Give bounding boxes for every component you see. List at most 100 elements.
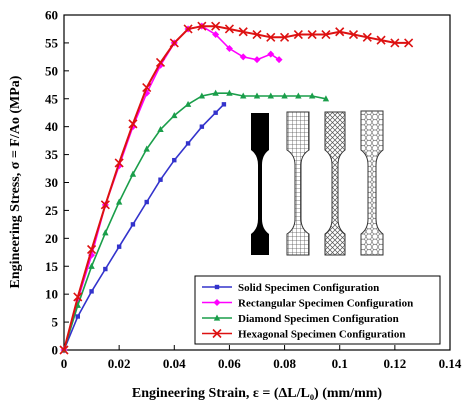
series-0 (61, 102, 227, 353)
data-point (221, 102, 227, 107)
data-point (348, 29, 359, 40)
data-point (157, 125, 164, 133)
x-axis-label: Engineering Strain, ε = (ΔL/L₀) (mm/mm) (132, 386, 382, 401)
data-point (198, 92, 206, 99)
data-point (144, 199, 149, 205)
series-3 (59, 21, 414, 355)
y-tick-label: 60 (45, 8, 58, 23)
x-tick-label: 0.1 (332, 356, 348, 371)
legend-marker (214, 284, 220, 290)
legend-marker (212, 328, 222, 339)
data-point (212, 89, 219, 96)
data-point (266, 32, 276, 42)
data-point (128, 119, 138, 129)
data-point (293, 29, 303, 40)
data-point (267, 92, 274, 99)
y-tick-label: 30 (45, 175, 58, 190)
data-point (253, 92, 261, 99)
data-point (404, 38, 414, 48)
data-point (280, 32, 290, 42)
data-point (238, 27, 248, 37)
solid-specimen (251, 113, 269, 255)
data-point (143, 145, 150, 152)
series-line (63, 92, 327, 351)
y-tick-label: 40 (45, 119, 58, 134)
data-point (211, 21, 221, 31)
y-tick-label: 35 (45, 147, 59, 162)
diamond-specimen (324, 111, 346, 256)
data-point (253, 56, 261, 64)
y-tick-label: 5 (52, 315, 59, 330)
series-2 (60, 89, 330, 353)
data-point (114, 158, 124, 168)
y-tick-label: 20 (45, 231, 58, 246)
legend-label: Diamond Specimen Configuration (238, 313, 399, 325)
legend-label: Hexagonal Specimen Configuration (238, 329, 405, 341)
specimen-inset (251, 110, 384, 256)
x-tick-label: 0 (61, 356, 68, 371)
data-point (115, 198, 123, 205)
data-point (275, 56, 283, 64)
data-point (89, 289, 94, 294)
data-point (362, 32, 372, 42)
data-point (87, 244, 97, 255)
data-series (59, 21, 414, 355)
y-tick-label: 55 (45, 35, 59, 50)
data-point (199, 124, 205, 129)
data-point (224, 24, 234, 34)
y-tick-label: 0 (52, 343, 59, 358)
data-point (390, 38, 400, 48)
data-point (252, 29, 262, 40)
data-point (184, 100, 192, 107)
y-tick-label: 10 (45, 287, 58, 302)
data-point (281, 92, 288, 99)
data-point (183, 24, 193, 34)
data-point (73, 292, 83, 302)
data-point (335, 27, 345, 37)
y-tick-label: 50 (45, 63, 58, 78)
data-point (185, 141, 191, 146)
x-tick-label: 0.08 (273, 356, 296, 371)
data-point (307, 29, 317, 40)
data-point (103, 266, 108, 272)
legend-label: Solid Specimen Configuration (238, 282, 379, 294)
data-point (308, 92, 316, 99)
data-point (295, 92, 302, 99)
x-tick-label: 0.14 (439, 356, 462, 371)
axis-ticks: 0 0.02 0.04 0.06 0.08 0.1 0.12 0.14 0 5 10 15 20 25 30… (45, 8, 462, 372)
data-point (213, 110, 218, 115)
x-tick-label: 0.12 (383, 356, 406, 371)
data-point (239, 53, 247, 61)
data-point (116, 244, 122, 249)
data-point (171, 112, 178, 119)
data-point (158, 177, 163, 182)
data-point (102, 229, 109, 236)
legend-marker (213, 314, 221, 321)
data-point (225, 45, 233, 52)
data-point (130, 222, 136, 227)
data-point (172, 157, 177, 163)
y-tick-label: 45 (45, 91, 59, 106)
data-point (169, 38, 179, 48)
legend-label: Rectangular Specimen Configuration (238, 298, 413, 310)
hexagonal-specimen (360, 110, 384, 256)
data-point (226, 89, 233, 96)
legend: Solid Specimen Configuration Rectangular … (194, 275, 441, 345)
series-line (63, 25, 409, 351)
data-point (322, 95, 330, 102)
data-point (197, 21, 207, 31)
data-point (129, 170, 137, 177)
data-point (88, 262, 95, 269)
y-axis-label: Engineering Stress, σ = F/Ao (MPa) (8, 75, 23, 288)
data-point (212, 31, 220, 39)
x-tick-label: 0.04 (163, 356, 186, 371)
data-point (155, 57, 166, 68)
data-point (376, 35, 386, 45)
x-tick-label: 0.06 (218, 356, 241, 371)
data-point (100, 200, 110, 210)
data-point (75, 314, 80, 319)
y-tick-label: 25 (45, 203, 59, 218)
data-point (267, 50, 275, 58)
rectangular-specimen (286, 111, 310, 256)
